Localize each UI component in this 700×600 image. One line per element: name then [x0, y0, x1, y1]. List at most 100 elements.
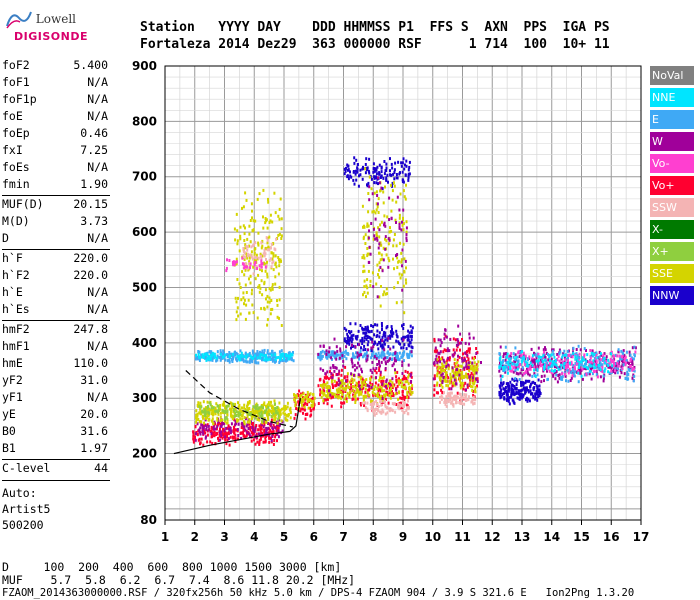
echo-point	[526, 388, 528, 392]
echo-point	[408, 166, 411, 169]
echo-point	[457, 364, 460, 368]
echo-point	[582, 364, 585, 368]
echo-point	[257, 407, 260, 411]
echo-point	[387, 242, 390, 246]
param-value: 5.400	[73, 58, 108, 72]
echo-point	[626, 370, 629, 374]
echo-point	[392, 257, 394, 261]
echo-point	[255, 264, 258, 268]
echo-point	[513, 401, 516, 405]
echo-point	[631, 366, 634, 370]
echo-point	[267, 200, 270, 204]
echo-point	[435, 391, 438, 395]
echo-point	[373, 169, 376, 173]
echo-point	[259, 427, 262, 431]
echo-point	[217, 439, 220, 442]
echo-point	[378, 268, 380, 272]
echo-point	[376, 194, 379, 197]
echo-point	[317, 384, 320, 388]
echo-point	[291, 353, 294, 357]
echo-point	[410, 350, 413, 354]
echo-point	[375, 394, 378, 397]
echo-point	[322, 379, 325, 383]
echo-point	[309, 409, 312, 413]
x-tick-label: 6	[310, 530, 318, 544]
x-tick-label: 7	[339, 530, 347, 544]
param-row-ye: yE 20.0	[2, 407, 108, 423]
echo-point	[365, 331, 368, 335]
echo-point	[258, 264, 261, 268]
echo-point	[343, 326, 346, 330]
echo-point	[401, 360, 404, 364]
echo-point	[271, 220, 274, 224]
echo-point	[448, 349, 451, 353]
echo-point	[608, 365, 611, 369]
echo-point	[252, 409, 255, 413]
echo-point	[373, 402, 376, 406]
param-row-hme: hmE 110.0	[2, 356, 108, 372]
echo-point	[556, 380, 559, 384]
echo-point	[233, 415, 236, 418]
echo-point	[239, 234, 242, 238]
echo-point	[533, 386, 536, 390]
echo-point	[262, 188, 265, 192]
echo-point	[267, 410, 270, 414]
echo-point	[226, 435, 229, 438]
echo-point	[393, 402, 396, 406]
echo-point	[550, 369, 553, 373]
echo-point	[272, 418, 275, 422]
echo-point	[211, 356, 214, 360]
echo-point	[260, 262, 263, 266]
echo-point	[198, 405, 201, 409]
echo-point	[234, 407, 237, 411]
echo-point	[546, 369, 548, 373]
param-key: M(D)	[2, 214, 30, 228]
echo-point	[527, 372, 530, 376]
echo-point	[570, 371, 573, 375]
echo-point	[434, 358, 437, 362]
echo-point	[322, 383, 325, 387]
echo-point	[381, 343, 384, 347]
echo-point	[350, 359, 353, 363]
echo-point	[380, 338, 382, 342]
echo-point	[371, 371, 374, 375]
echo-point	[381, 257, 384, 261]
echo-point	[261, 434, 264, 438]
echo-point	[233, 227, 236, 231]
echo-point	[336, 391, 339, 395]
echo-point	[521, 388, 524, 392]
echo-point	[601, 365, 604, 369]
echo-point	[325, 376, 328, 380]
echo-point	[461, 402, 463, 406]
echo-point	[238, 403, 241, 407]
echo-point	[466, 383, 469, 387]
echo-point	[341, 390, 344, 394]
echo-point	[462, 352, 464, 356]
echo-point	[394, 410, 397, 414]
echo-point	[339, 385, 342, 389]
echo-point	[543, 366, 545, 370]
x-tick-label: 17	[633, 530, 650, 544]
echo-point	[534, 353, 537, 357]
echo-point	[211, 441, 214, 445]
echo-point	[357, 353, 360, 357]
echo-point	[457, 373, 459, 377]
echo-point	[206, 415, 209, 419]
echo-point	[200, 405, 203, 409]
echo-point	[505, 393, 508, 397]
echo-point	[248, 244, 251, 248]
echo-point	[374, 381, 377, 385]
echo-point	[246, 355, 249, 359]
echo-point	[206, 433, 209, 437]
echo-point	[355, 386, 358, 389]
echo-point	[289, 354, 292, 358]
param-key: yF1	[2, 390, 23, 404]
echo-point	[352, 393, 355, 397]
echo-point	[239, 286, 242, 289]
echo-point	[295, 396, 298, 400]
echo-point	[225, 416, 228, 419]
echo-point	[204, 431, 207, 435]
echo-point	[452, 374, 455, 378]
echo-point	[370, 177, 373, 181]
echo-point	[389, 169, 391, 173]
